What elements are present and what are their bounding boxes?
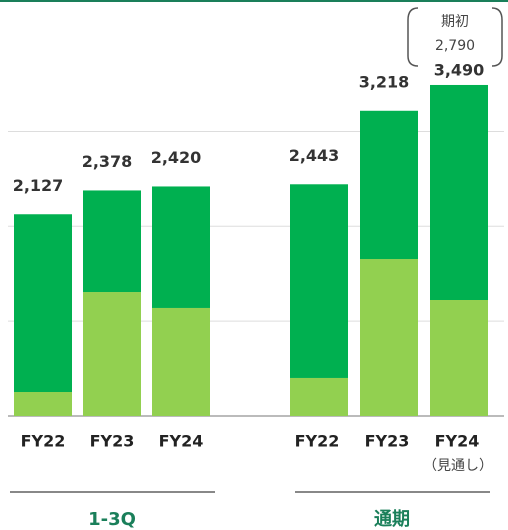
total-label: 3,490 bbox=[434, 60, 485, 79]
bar-segment bbox=[14, 214, 72, 393]
bar-segment bbox=[290, 184, 348, 378]
forecast-label: （見通し） bbox=[423, 458, 493, 474]
bar-segment bbox=[290, 377, 348, 416]
annotation: 2,790 bbox=[435, 38, 475, 54]
total-label: 2,378 bbox=[82, 152, 133, 171]
bracket bbox=[407, 7, 419, 67]
x-tick-label: FY24 bbox=[435, 432, 480, 451]
bar-segment bbox=[83, 292, 141, 416]
x-tick-label: FY22 bbox=[21, 432, 66, 451]
x-tick-label: FY23 bbox=[90, 432, 135, 451]
annotation: 期初 bbox=[441, 13, 469, 30]
group-label: 1-3Q bbox=[88, 509, 136, 530]
bar-segment bbox=[430, 84, 488, 300]
bar-segment bbox=[83, 190, 141, 293]
total-label: 2,420 bbox=[151, 148, 202, 167]
bracket bbox=[491, 7, 503, 67]
group-label: 通期 bbox=[374, 509, 410, 530]
bar-segment bbox=[360, 110, 418, 260]
bar-segment bbox=[152, 307, 210, 416]
x-tick-label: FY22 bbox=[295, 432, 340, 451]
x-tick-label: FY24 bbox=[159, 432, 204, 451]
bar-segment bbox=[430, 299, 488, 416]
total-label: 2,127 bbox=[13, 176, 64, 195]
bar-segment bbox=[360, 259, 418, 416]
bar-segment bbox=[14, 392, 72, 416]
total-label: 3,218 bbox=[359, 72, 410, 91]
x-tick-label: FY23 bbox=[365, 432, 410, 451]
bar-segment bbox=[152, 186, 210, 308]
total-label: 2,443 bbox=[289, 146, 340, 165]
